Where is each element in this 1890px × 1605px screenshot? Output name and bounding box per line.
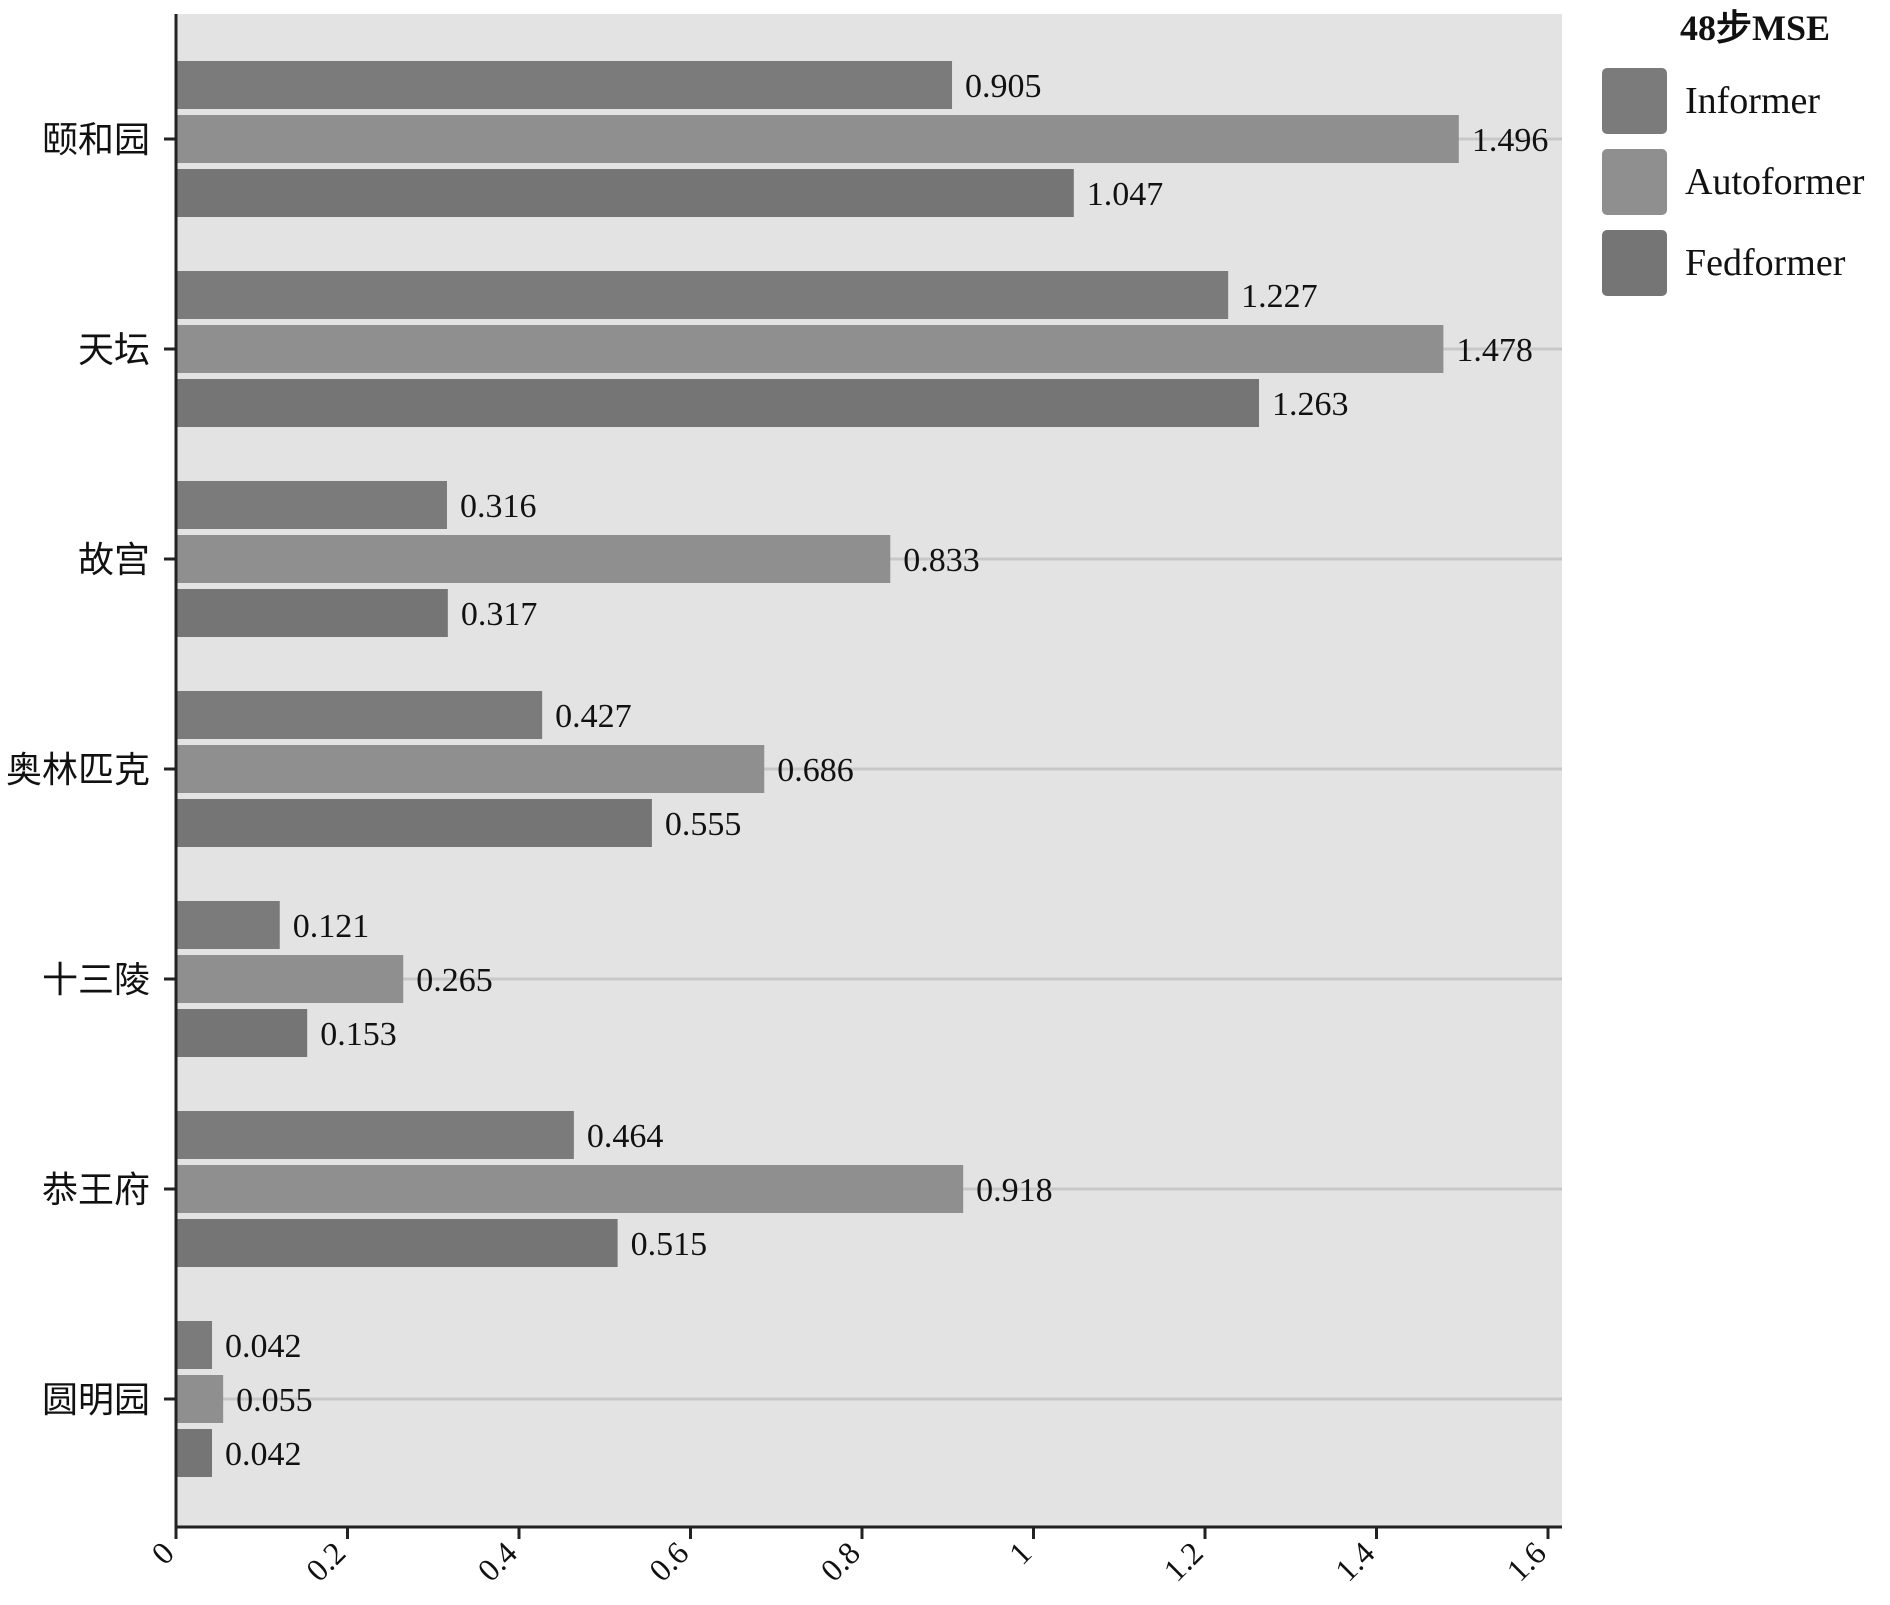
legend-label: Fedformer [1685, 242, 1846, 284]
bar [176, 1429, 213, 1477]
legend-title: 48步MSE [1680, 8, 1830, 48]
category-label: 十三陵 [42, 960, 150, 1001]
x-tick-label: 0.2 [299, 1534, 353, 1588]
bar [176, 325, 1444, 373]
bar-value-label: 0.316 [460, 488, 536, 525]
bar-value-label: 1.478 [1456, 332, 1533, 369]
legend-swatch [1602, 230, 1667, 296]
bar [176, 379, 1260, 427]
bar-value-label: 0.515 [631, 1226, 708, 1263]
category-label: 恭王府 [42, 1170, 150, 1211]
x-tick-label: 0.6 [642, 1534, 696, 1588]
bar [176, 169, 1074, 217]
bar-value-label: 0.153 [320, 1016, 397, 1053]
bar [176, 1219, 618, 1267]
bar-value-label: 0.042 [225, 1328, 302, 1365]
bar-value-label: 0.833 [903, 542, 980, 579]
value-labels: 0.905 1.496 1.047 1.227 1.478 1.263 0.316 0.833… [225, 68, 1548, 1473]
x-tick-label: 0 [144, 1534, 181, 1571]
legend-label: Informer [1685, 80, 1820, 122]
bar-value-label: 0.042 [225, 1436, 302, 1473]
bar [176, 535, 891, 583]
bar [176, 589, 448, 637]
bar-value-label: 1.047 [1087, 176, 1164, 213]
bar [176, 955, 404, 1003]
category-label: 天坛 [78, 330, 150, 371]
bar [176, 1111, 574, 1159]
x-tick-label: 0.4 [470, 1534, 524, 1588]
bar [176, 481, 447, 529]
bar [176, 745, 765, 793]
bar-value-label: 1.263 [1272, 386, 1349, 423]
bars [176, 61, 1459, 1477]
bar-value-label: 0.317 [461, 596, 538, 633]
bar [176, 691, 543, 739]
category-label: 圆明园 [42, 1380, 150, 1421]
bar-value-label: 0.555 [665, 806, 742, 843]
x-tick-label: 0.8 [813, 1534, 867, 1588]
legend-swatch [1602, 68, 1667, 134]
category-label: 颐和园 [42, 120, 150, 161]
category-label: 奥林匹克 [6, 750, 150, 791]
bar-value-label: 1.496 [1472, 122, 1549, 159]
legend: 48步MSE Informer Autoformer Fedformer [1602, 8, 1865, 296]
x-tick-label: 1 [1002, 1534, 1039, 1571]
bar [176, 1165, 964, 1213]
category-label: 故宫 [78, 540, 150, 581]
bar [176, 115, 1459, 163]
bar-value-label: 0.905 [965, 68, 1042, 105]
bar-value-label: 0.427 [555, 698, 632, 735]
legend-label: Autoformer [1685, 161, 1865, 203]
bar [176, 901, 280, 949]
bar-value-label: 0.918 [976, 1172, 1053, 1209]
bar-value-label: 1.227 [1241, 278, 1318, 315]
bar [176, 61, 953, 109]
x-tick-label: 1.6 [1499, 1534, 1553, 1588]
legend-swatch [1602, 149, 1667, 215]
bar [176, 1321, 213, 1369]
bar-value-label: 0.121 [293, 908, 370, 945]
bar [176, 271, 1229, 319]
bar-value-label: 0.265 [416, 962, 493, 999]
bar-value-label: 0.055 [236, 1382, 313, 1419]
bar [176, 1375, 224, 1423]
bar [176, 1009, 308, 1057]
bar [176, 799, 652, 847]
bar-value-label: 0.464 [587, 1118, 664, 1155]
bar-value-label: 0.686 [777, 752, 854, 789]
x-tick-label: 1.2 [1156, 1534, 1210, 1588]
x-tick-label: 1.4 [1328, 1534, 1382, 1588]
